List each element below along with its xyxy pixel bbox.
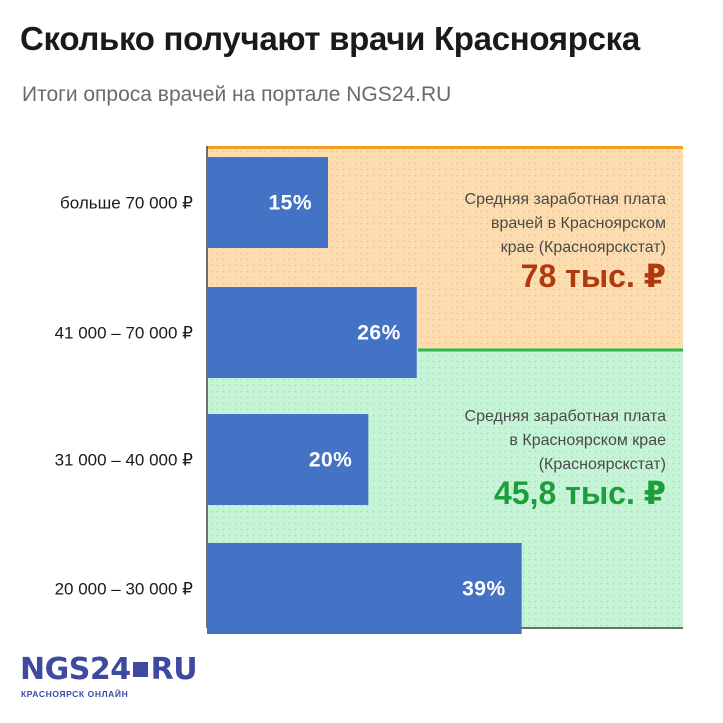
logo-square-icon bbox=[132, 662, 148, 677]
bar-value-label: 15% bbox=[268, 192, 312, 215]
bar bbox=[207, 287, 417, 378]
category-label: 20 000 – 30 000 ₽ bbox=[55, 580, 194, 599]
category-label: 41 000 – 70 000 ₽ bbox=[55, 324, 194, 343]
category-label: 31 000 – 40 000 ₽ bbox=[55, 451, 194, 470]
chart-title: Сколько получают врачи Красноярска bbox=[20, 20, 640, 57]
ngs24-logo: NGS24 RU bbox=[20, 652, 198, 687]
category-label: больше 70 000 ₽ bbox=[60, 194, 193, 213]
chart-subtitle: Итоги опроса врачей на портале NGS24.RU bbox=[22, 83, 452, 106]
bar-value-label: 26% bbox=[357, 322, 401, 345]
annotation-text: крае (Красноярскстат) bbox=[501, 239, 666, 256]
annotation-text: Средняя заработная плата bbox=[465, 408, 667, 425]
bar-value-label: 20% bbox=[309, 449, 353, 472]
annotation-text: в Красноярском крае bbox=[509, 432, 666, 449]
bar bbox=[207, 543, 522, 634]
bar bbox=[207, 157, 329, 248]
bar bbox=[207, 414, 369, 505]
bar-value-label: 39% bbox=[462, 578, 506, 601]
logo-tagline: КРАСНОЯРСК ОНЛАЙН bbox=[21, 689, 129, 699]
logo-suffix: RU bbox=[150, 652, 198, 687]
annotation-text: врачей в Красноярском bbox=[491, 215, 666, 232]
annotation-value: 45,8 тыс. ₽ bbox=[494, 475, 666, 511]
logo-main: NGS24 bbox=[20, 652, 131, 687]
annotation-value: 78 тыс. ₽ bbox=[521, 258, 666, 294]
annotation-text: (Красноярскстат) bbox=[539, 456, 666, 473]
annotation-text: Средняя заработная плата bbox=[465, 191, 667, 208]
